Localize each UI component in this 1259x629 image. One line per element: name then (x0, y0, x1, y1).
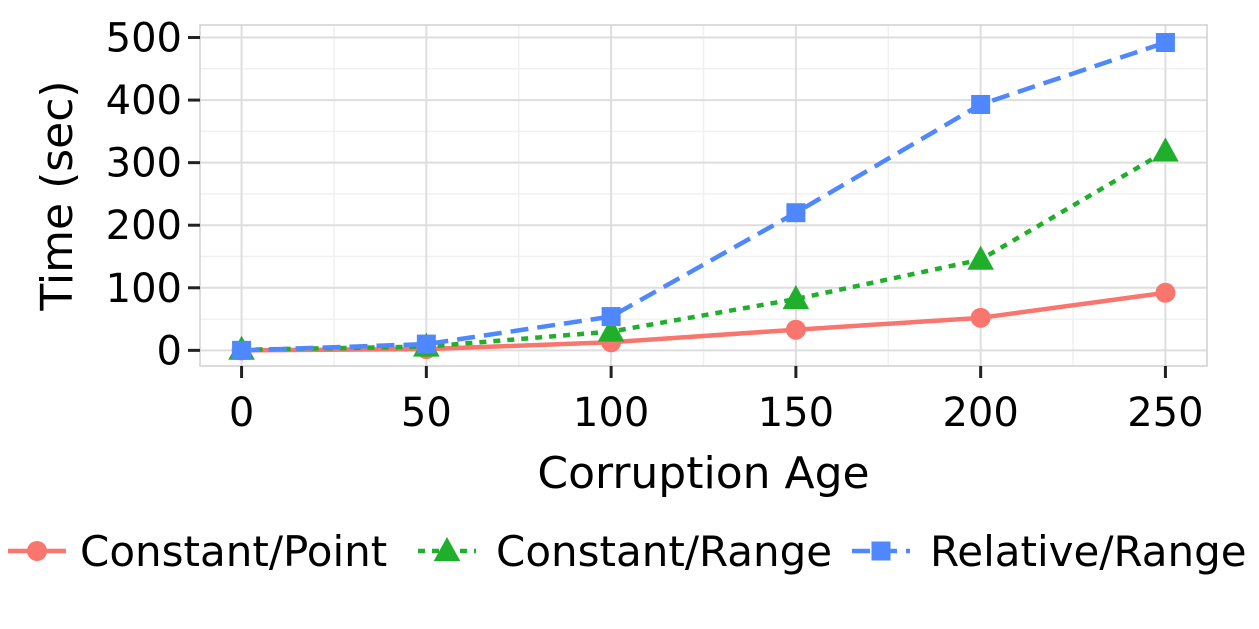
data-point-constant-range (967, 245, 994, 270)
x-tick-label: 200 (942, 390, 1018, 436)
legend-label: Relative/Range (930, 527, 1247, 576)
data-point-relative-range (971, 94, 991, 114)
y-axis: 0 100 200 300 400 500 (106, 16, 200, 374)
y-tick-label: 200 (106, 203, 182, 249)
legend-item-constant-point: Constant/Point (8, 527, 387, 576)
y-tick-label: 100 (106, 266, 182, 312)
legend-key-marker (27, 541, 47, 561)
data-point-relative-range (601, 307, 621, 327)
data-point-constant-point (785, 319, 806, 340)
data-point-constant-range (597, 317, 625, 342)
x-tick-label: 150 (758, 390, 834, 436)
data-point-relative-range (786, 203, 806, 223)
y-tick-label: 0 (157, 328, 182, 374)
y-axis-title: Time (sec) (32, 80, 83, 311)
x-axis-title: Corruption Age (537, 448, 869, 499)
x-axis: 0 50 100 150 200 250 (229, 366, 1204, 436)
data-point-constant-point (970, 307, 991, 328)
x-tick-label: 50 (401, 390, 452, 436)
data-point-constant-point (1155, 282, 1176, 303)
data-point-relative-range (416, 334, 436, 354)
plot-panel (199, 24, 1208, 367)
data-point-constant-range (782, 285, 810, 310)
series-line-constant-range (241, 149, 1167, 352)
data-point-constant-range (1152, 137, 1179, 162)
plot-panel-border (199, 24, 1208, 367)
series-lines (241, 40, 1167, 353)
legend-label: Constant/Point (80, 527, 387, 576)
series-markers (228, 33, 1179, 361)
legend-item-constant-range: Constant/Range (418, 527, 832, 576)
y-tick-label: 300 (106, 141, 182, 187)
data-point-relative-range (1155, 33, 1175, 53)
series-line-constant-point (241, 290, 1166, 353)
legend-key-marker (433, 537, 461, 562)
x-tick-label: 0 (229, 390, 254, 436)
legend: Constant/Point Constant/Range Relative/Ran… (8, 527, 1247, 576)
y-tick-label: 500 (106, 16, 182, 62)
legend-key-marker (871, 541, 891, 561)
legend-label: Constant/Range (496, 527, 832, 576)
x-tick-label: 250 (1127, 390, 1203, 436)
x-tick-label: 100 (573, 390, 649, 436)
data-point-relative-range (232, 340, 252, 360)
minor-gridlines (200, 25, 1207, 366)
y-tick-label: 400 (106, 78, 182, 124)
legend-item-relative-range: Relative/Range (852, 527, 1247, 576)
